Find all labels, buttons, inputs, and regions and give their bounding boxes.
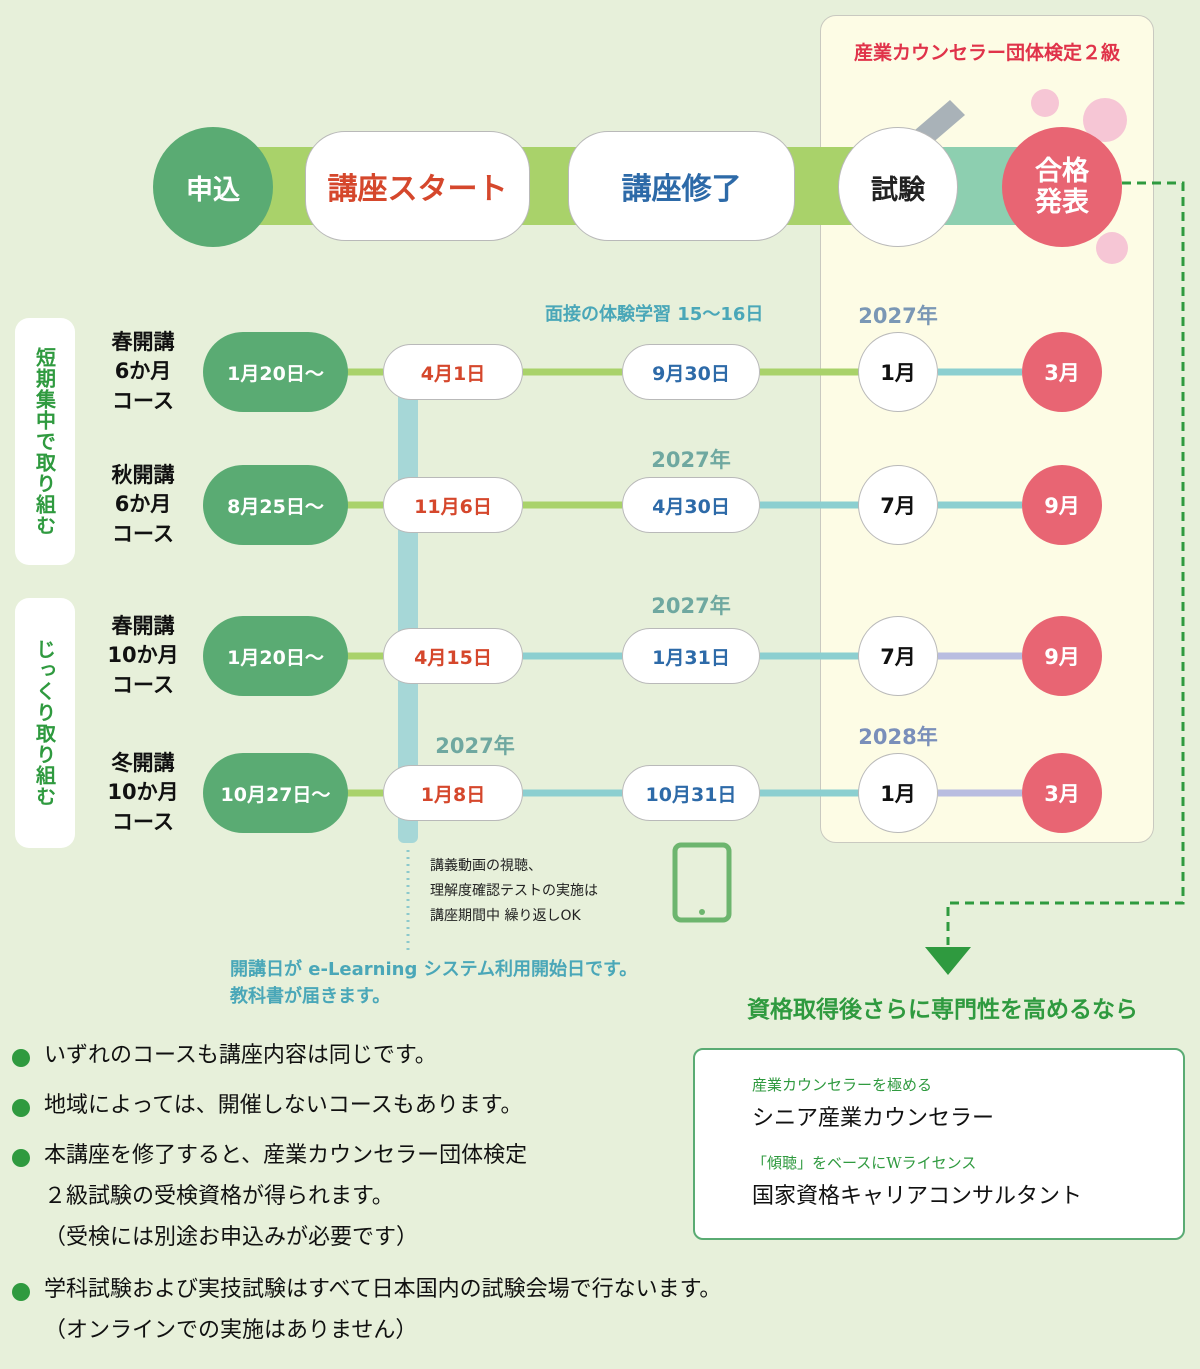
arrow-head [925,947,971,975]
next-step-box [693,1048,1185,1240]
course-subtitle: 産業カウンセラーを極める [752,1076,933,1094]
stage-result: 合格 発表 [1002,127,1122,247]
annotation: 2027年 [651,448,731,472]
stage-exam: 試験 [838,127,958,247]
begin-date: 4月1日 [383,344,523,400]
exam-month: 1月 [858,753,938,833]
result-month: 9月 [1022,616,1102,696]
course-name: 春開講 10か月 コース [107,613,179,697]
course-name: 春開講 6か月 コース [111,329,175,413]
exam-month: 1月 [858,332,938,412]
stage-start: 講座スタート [305,131,530,241]
next-step-heading: 資格取得後さらに専門性を高めるなら [747,997,1138,1023]
end-date: 9月30日 [622,344,760,400]
start-date: 8月25日～ [203,465,348,545]
annotation: 2027年 [651,594,731,618]
course-subtitle: 「傾聴」をベースにWライセンス [752,1154,977,1172]
end-date: 1月31日 [622,628,760,684]
note-text: 本講座を修了すると、産業カウンセラー団体検定 ２級試験の受検資格が得られます。 … [44,1143,528,1250]
group-label: じっくり取り組む [15,598,75,848]
note-text: 学科試験および実技試験はすべて日本国内の試験会場で行ないます。 （オンラインでの… [44,1277,722,1343]
begin-date: 1月8日 [383,765,523,821]
bullet [12,1283,30,1301]
course-title: シニア産業カウンセラー [752,1106,995,1131]
note-text: いずれのコースも講座内容は同じです。 [44,1043,437,1068]
result-month: 3月 [1022,753,1102,833]
course-name: 秋開講 6か月 コース [111,462,175,546]
cherry-blossoms [1031,89,1128,264]
exam-month: 7月 [858,465,938,545]
bullet [12,1099,30,1117]
annotation: 2027年 [435,734,515,758]
tablet-icon [672,842,732,923]
start-date: 10月27日～ [203,753,348,833]
course-name: 冬開講 10か月 コース [107,750,179,834]
bullet [12,1149,30,1167]
elearning-note: 開講日が e-Learning システム利用開始日です。 教科書が届きます。 [230,959,638,1007]
result-month: 3月 [1022,332,1102,412]
group-label: 短期集中で取り組む [15,318,75,565]
stage-apply: 申込 [153,127,273,247]
end-date: 10月31日 [622,765,760,821]
start-date: 1月20日～ [203,616,348,696]
end-date: 4月30日 [622,477,760,533]
note-text: 地域によっては、開催しないコースもあります。 [44,1093,523,1118]
bullet [12,1049,30,1067]
dashed-arrow [946,181,1185,945]
result-month: 9月 [1022,465,1102,545]
begin-date: 4月15日 [383,628,523,684]
begin-date: 11月6日 [383,477,523,533]
course-title: 国家資格キャリアコンサルタント [752,1184,1083,1209]
exam-month: 7月 [858,616,938,696]
annotation: 2028年 [858,725,938,749]
annotation: 2027年 [858,304,938,328]
annotation: 面接の体験学習 15～16日 [545,304,764,325]
exam-panel-title: 産業カウンセラー団体検定２級 [853,41,1120,64]
start-date: 1月20日～ [203,332,348,412]
video-note: 講義動画の視聴、 理解度確認テストの実施は 講座期間中 繰り返しOK [430,858,598,924]
stage-finish: 講座修了 [568,131,795,241]
